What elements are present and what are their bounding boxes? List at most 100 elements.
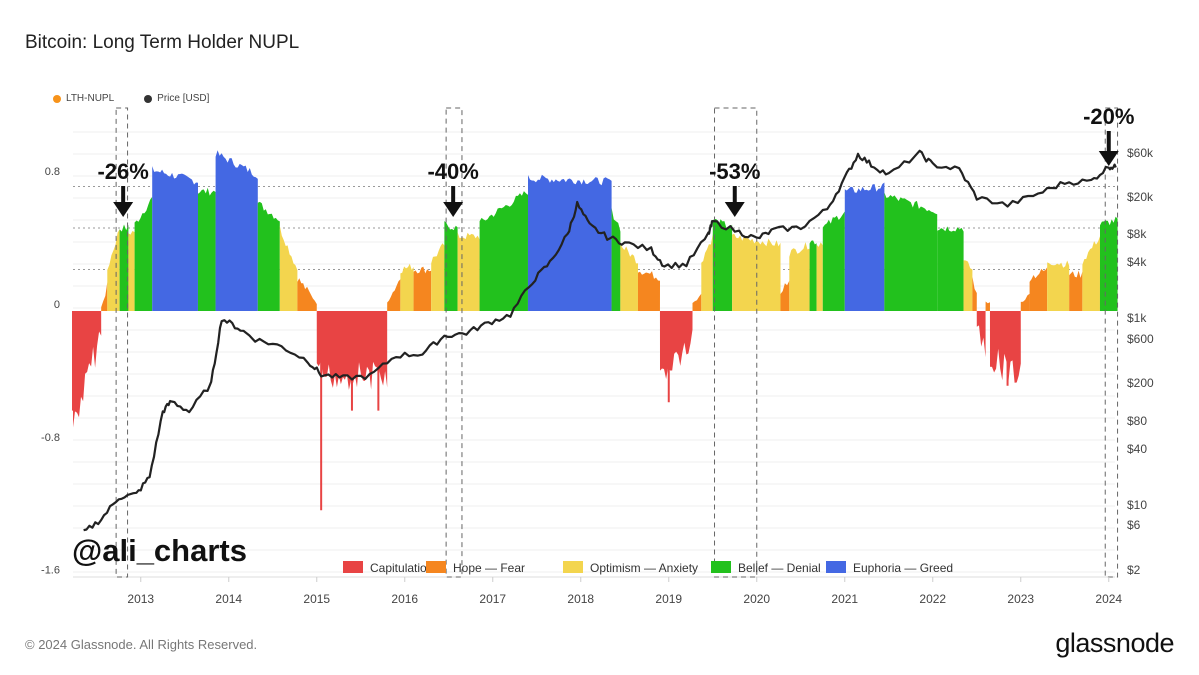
nupl-segment-hope-fear (637, 271, 660, 311)
nupl-segment-optimism-anxiety (620, 243, 638, 311)
nupl-segment-belief-denial (479, 191, 528, 311)
legend-label-price: Price [USD] (157, 93, 210, 104)
nupl-segment-belief-denial (197, 187, 216, 311)
legend-item-price[interactable]: Price [USD] (144, 93, 209, 104)
nupl-segment-optimism-anxiety (1047, 260, 1070, 311)
nupl-segment-optimism-anxiety (701, 233, 713, 311)
annotation-label: -53% (709, 159, 760, 184)
x-tick-label: 2019 (655, 592, 682, 606)
nupl-segment-optimism-anxiety (279, 225, 298, 311)
price-line-group (83, 149, 1117, 532)
glassnode-logo: glassnode (1055, 628, 1174, 658)
annotation-label: -20% (1083, 104, 1134, 129)
nupl-segment-hope-fear (985, 301, 990, 311)
y-left-tick-label: -0.8 (41, 432, 60, 444)
legend-label: Optimism — Anxiety (590, 561, 698, 575)
nupl-segment-belief-denial (884, 192, 938, 311)
y-right-tick-label: $2 (1127, 563, 1141, 577)
legend-item-lth-nupl[interactable]: LTH-NUPL (53, 93, 114, 104)
annotation-arrow-icon (113, 202, 134, 217)
page-title: Bitcoin: Long Term Holder NUPL (25, 32, 300, 53)
nupl-segment-optimism-anxiety (107, 229, 120, 311)
nupl-segment-hope-fear (1029, 267, 1048, 311)
nupl-segment-optimism-anxiety (789, 242, 810, 311)
annotation-label: -26% (97, 159, 148, 184)
y-right-tick-label: $8k (1127, 227, 1147, 241)
y-right-tick-label: $6 (1127, 518, 1141, 532)
y-right-tick-label: $40 (1127, 442, 1147, 456)
nupl-segment-hope-fear (413, 266, 432, 311)
nupl-segment-belief-denial (444, 221, 458, 311)
nupl-segment-hope-fear (692, 293, 702, 311)
nupl-segment-euphoria-greed (152, 166, 198, 311)
legend-label: Euphoria — Greed (853, 561, 953, 575)
nupl-segment-hope-fear (1020, 293, 1030, 311)
highlight-window (115, 107, 129, 578)
y-left-tick-label: 0.8 (45, 166, 60, 178)
x-tick-label: 2017 (479, 592, 506, 606)
x-tick-label: 2022 (919, 592, 946, 606)
legend-bottom: Capitulation Hope — Fear Optimism — Anxiet… (343, 561, 953, 575)
x-tick-label: 2013 (127, 592, 154, 606)
nupl-segment-belief-denial (1099, 216, 1118, 311)
nupl-segment-optimism-anxiety (431, 243, 445, 311)
legend-label: Capitulation (370, 561, 433, 575)
nupl-segment-capitulation (659, 311, 693, 379)
legend-top: LTH-NUPL Price [USD] (53, 93, 209, 104)
nupl-segment-belief-denial (809, 240, 817, 311)
annotation-arrow-icon (443, 202, 464, 217)
y-right-tick-label: $600 (1127, 332, 1154, 346)
x-tick-label: 2016 (391, 592, 418, 606)
y-right-tick-label: $60k (1127, 146, 1154, 160)
nupl-segment-optimism-anxiety (963, 260, 973, 311)
nupl-segment-hope-fear (387, 279, 401, 311)
nupl-segment-capitulation (976, 311, 986, 358)
copyright: © 2024 Glassnode. All Rights Reserved. (25, 637, 258, 652)
y-right-tick-label: $10 (1127, 498, 1147, 512)
nupl-segment-belief-denial (257, 201, 280, 311)
highlight-window (1104, 107, 1119, 578)
x-tick-label: 2020 (743, 592, 770, 606)
nupl-segment-hope-fear (297, 278, 317, 311)
highlight-window (714, 107, 758, 578)
nupl-segment-belief-denial (119, 224, 129, 311)
nupl-segment-optimism-anxiety (457, 232, 480, 311)
nupl-segment-euphoria-greed (527, 174, 612, 311)
watermark: @ali_charts (72, 533, 247, 568)
legend-label-lth-nupl: LTH-NUPL (66, 93, 115, 104)
nupl-segment-belief-denial (611, 208, 621, 311)
nupl-segment-optimism-anxiety (1082, 236, 1100, 311)
x-tick-label: 2015 (303, 592, 330, 606)
legend-dot-price (144, 94, 153, 103)
y-left-tick-label: 0 (54, 299, 60, 311)
nupl-segment-optimism-anxiety (400, 263, 414, 311)
legend-swatch-euphoria-greed (826, 561, 846, 573)
legend-swatch-optimism-anxiety (563, 561, 583, 573)
axes: 0.8 0 -0.8 -1.6 $60k $20k $8k $4k $1k $600 $200 $80… (41, 146, 1154, 606)
y-right-tick-label: $80 (1127, 414, 1147, 428)
highlight-windows (115, 107, 1119, 578)
x-tick-label: 2018 (567, 592, 594, 606)
nupl-segment-optimism-anxiety (732, 233, 781, 311)
nupl-segment-capitulation (989, 311, 1021, 383)
y-right-tick-label: $4k (1127, 255, 1147, 269)
nupl-segment-hope-fear (1069, 270, 1083, 311)
nupl-segment-euphoria-greed (844, 182, 885, 311)
nupl-segment-hope-fear (780, 280, 790, 311)
nupl-segment-belief-denial (134, 196, 153, 311)
nupl-segment-capitulation (73, 311, 102, 428)
annotations: -26% -40% -53% -20% (97, 104, 1134, 217)
x-tick-label: 2023 (1007, 592, 1034, 606)
y-right-tick-label: $20k (1127, 190, 1154, 204)
annotation-arrow-icon (724, 202, 745, 217)
annotation-label: -40% (427, 159, 478, 184)
legend-swatch-capitulation (343, 561, 363, 573)
legend-label: Hope — Fear (453, 561, 525, 575)
nupl-segment-optimism-anxiety (128, 231, 135, 311)
nupl-segment-optimism-anxiety (816, 242, 823, 311)
x-tick-label: 2014 (215, 592, 242, 606)
y-right-tick-label: $1k (1127, 311, 1147, 325)
x-tick-label: 2021 (831, 592, 858, 606)
nupl-segment-belief-denial (937, 226, 964, 311)
